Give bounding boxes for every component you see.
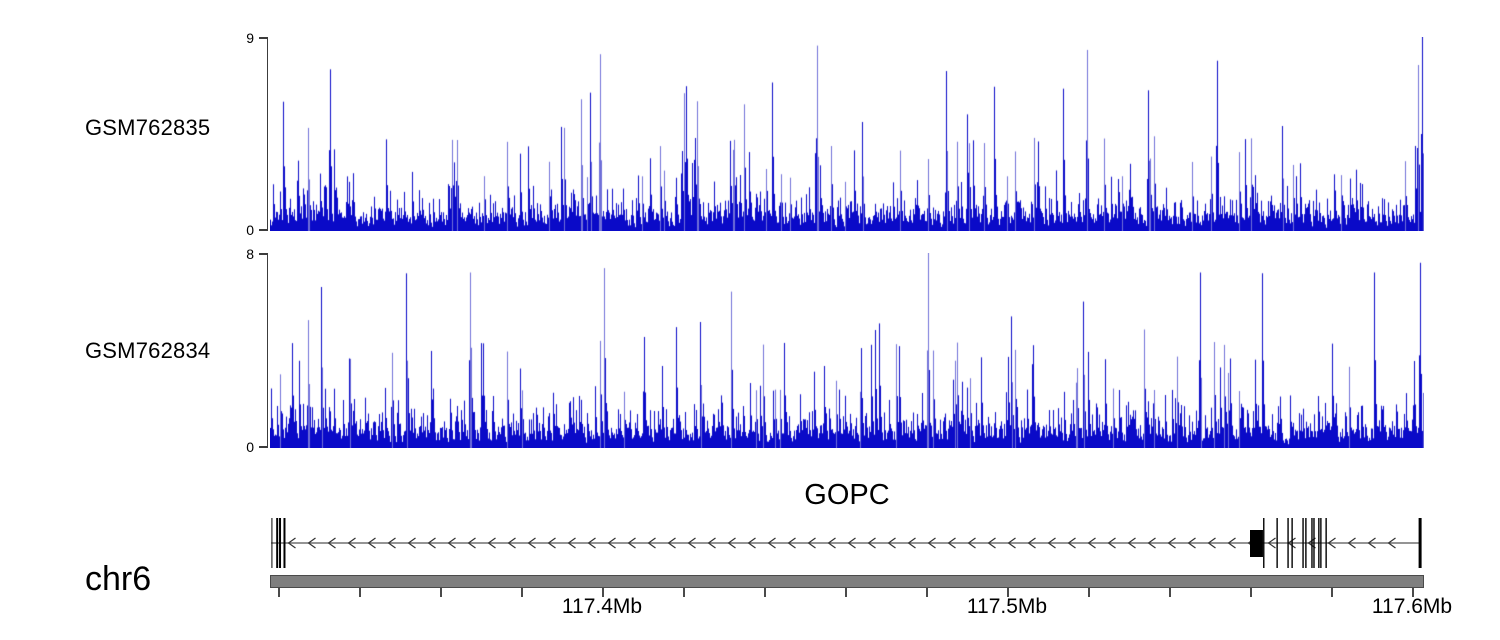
strand-direction-arrow-icon (687, 537, 696, 549)
axis-minor-tick (764, 588, 766, 597)
strand-direction-arrow-icon (667, 537, 676, 549)
strand-direction-arrow-icon (1307, 537, 1316, 549)
y-axis-max-label: 9 (246, 30, 254, 46)
strand-direction-arrow-icon (487, 537, 496, 549)
chromosome-name-label: chr6 (85, 560, 152, 598)
axis-minor-tick (521, 588, 523, 597)
axis-minor-tick (1169, 588, 1171, 597)
strand-direction-arrow-icon (287, 537, 296, 549)
axis-minor-tick (602, 588, 604, 597)
strand-direction-arrow-icon (1107, 537, 1116, 549)
strand-direction-arrow-icon (1327, 537, 1336, 549)
track-label-gsm762835: GSM762835 (85, 115, 211, 140)
axis-minor-tick (278, 588, 280, 597)
y-axis-line (267, 253, 268, 448)
strand-direction-arrow-icon (527, 537, 536, 549)
track-label-gsm762834: GSM762834 (85, 338, 211, 363)
strand-direction-arrow-icon (547, 537, 556, 549)
y-axis-tick (259, 37, 267, 39)
strand-direction-arrow-icon (1387, 537, 1396, 549)
chromosome-bar (269, 575, 1425, 588)
y-axis-line (267, 37, 268, 231)
strand-direction-arrow-icon (1187, 537, 1196, 549)
strand-direction-arrow-icon (787, 537, 796, 549)
strand-direction-arrow-icon (1167, 537, 1176, 549)
axis-minor-tick (845, 588, 847, 597)
axis-major-label: 117.6Mb (1371, 595, 1453, 618)
strand-direction-arrow-icon (627, 537, 636, 549)
strand-direction-arrow-icon (887, 537, 896, 549)
strand-direction-arrow-icon (447, 537, 456, 549)
strand-direction-arrow-icon (967, 537, 976, 549)
y-axis-tick (259, 446, 267, 448)
axis-major-label: 117.5Mb (966, 595, 1048, 618)
axis-minor-tick (359, 588, 361, 597)
strand-direction-arrow-icon (1227, 537, 1236, 549)
strand-direction-arrow-icon (1367, 537, 1376, 549)
strand-direction-arrow-icon (1027, 537, 1036, 549)
strand-direction-arrow-icon (647, 537, 656, 549)
coverage-signal-track-1 (270, 37, 1424, 231)
strand-direction-arrow-icon (1047, 537, 1056, 549)
coverage-signal-track-2 (270, 253, 1424, 448)
y-axis-tick (259, 253, 267, 255)
y-axis-tick (259, 229, 267, 231)
strand-direction-arrow-icon (747, 537, 756, 549)
strand-direction-arrow-icon (1207, 537, 1216, 549)
axis-minor-tick (1331, 588, 1333, 597)
strand-direction-arrow-icon (467, 537, 476, 549)
strand-direction-arrow-icon (507, 537, 516, 549)
strand-direction-arrow-icon (727, 537, 736, 549)
strand-direction-arrow-icon (367, 537, 376, 549)
axis-minor-tick (1250, 588, 1252, 597)
axis-minor-tick (1007, 588, 1009, 597)
strand-direction-arrow-icon (427, 537, 436, 549)
strand-direction-arrow-icon (847, 537, 856, 549)
strand-direction-arrow-icon (807, 537, 816, 549)
axis-minor-tick (926, 588, 928, 597)
strand-direction-arrow-icon (907, 537, 916, 549)
strand-direction-arrow-icon (1127, 537, 1136, 549)
strand-direction-arrow-icon (987, 537, 996, 549)
strand-direction-arrow-icon (567, 537, 576, 549)
y-axis-min-label: 0 (246, 222, 254, 238)
strand-direction-arrow-icon (1267, 537, 1276, 549)
strand-direction-arrow-icon (1347, 537, 1356, 549)
strand-direction-arrow-icon (347, 537, 356, 549)
strand-direction-arrow-icon (1087, 537, 1096, 549)
strand-direction-arrow-icon (1247, 537, 1256, 549)
strand-direction-arrow-icon (767, 537, 776, 549)
strand-direction-arrow-icon (947, 537, 956, 549)
strand-direction-arrow-icon (607, 537, 616, 549)
axis-minor-tick (1088, 588, 1090, 597)
strand-direction-arrow-icon (927, 537, 936, 549)
strand-direction-arrow-icon (387, 537, 396, 549)
strand-direction-arrow-icon (1067, 537, 1076, 549)
axis-minor-tick (1412, 588, 1414, 597)
strand-direction-arrow-icon (1287, 537, 1296, 549)
strand-direction-arrow-icon (827, 537, 836, 549)
strand-direction-arrow-icon (1007, 537, 1016, 549)
strand-direction-arrow-icon (707, 537, 716, 549)
y-axis-min-label: 0 (246, 439, 254, 455)
strand-direction-arrow-icon (587, 537, 596, 549)
gene-title: GOPC (804, 479, 890, 511)
strand-direction-arrow-icon (327, 537, 336, 549)
cds-exon-box (1250, 530, 1263, 557)
strand-direction-arrow-icon (867, 537, 876, 549)
strand-direction-arrow-icon (1147, 537, 1156, 549)
y-axis-max-label: 8 (246, 246, 254, 262)
axis-major-label: 117.4Mb (561, 595, 643, 618)
strand-direction-arrow-icon (407, 537, 416, 549)
axis-minor-tick (683, 588, 685, 597)
axis-minor-tick (440, 588, 442, 597)
strand-direction-arrow-icon (307, 537, 316, 549)
